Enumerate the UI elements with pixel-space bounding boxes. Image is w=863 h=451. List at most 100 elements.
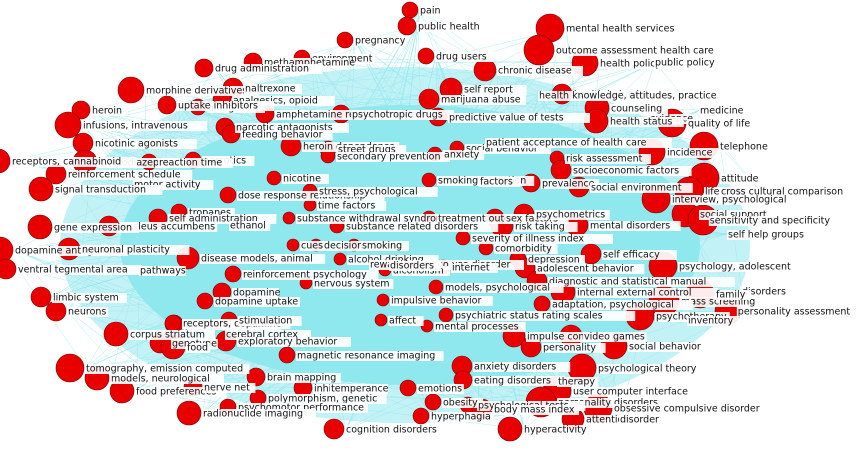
node-label-background [720,174,767,184]
node-label-group: chronic disease [497,66,583,77]
node-label: food [187,343,208,354]
node-label-background [654,58,729,68]
node-label-group: health status [609,117,684,128]
network-node [0,148,11,174]
node-label: feeding behavior [242,130,323,141]
node-label: limbic system [53,293,119,304]
network-node [219,186,237,204]
node-label-group: self administration [168,214,277,225]
node-label-group: nervous system [313,279,394,290]
node-label-background [67,307,109,317]
network-node [117,76,145,104]
node-label: substance related disorders [346,222,478,233]
node-label-background [214,64,323,74]
node-label-group: marijuana abuse [440,95,526,106]
node-label-background [602,250,677,260]
network-node [282,211,296,225]
node-label: nucleus accumbens [121,222,215,233]
network-node [376,293,390,307]
node-label-background [145,86,259,96]
node-label: hyperphagia [431,412,491,423]
node-label-group: self help groups [727,230,819,241]
node-label: severity of illness index [472,234,584,245]
node-label-background [494,244,558,254]
node-label-background [369,260,405,270]
node-label-background [565,154,651,164]
node-label-group: risk taking [514,222,578,233]
node-label: models, neurological [111,374,210,385]
network-node [417,47,435,65]
node-label: social behavior [629,342,701,353]
node-label-group: mental health services [565,24,691,35]
node-label: morphine derivatives [146,86,247,97]
node-label-group: impulsive behavior [390,296,493,307]
network-node [45,300,67,322]
node-label-group: affect [388,316,424,327]
node-label-background [345,425,454,435]
node-label-background [741,287,794,297]
node-label-background [687,119,773,129]
node-label-group: disorders [389,261,442,272]
network-node [397,16,417,36]
node-label-group: stimulation [238,316,302,327]
node-label: diagnostic and statistical manual [549,277,706,288]
network-node [27,214,53,240]
node-label-group: exploratory behavior [237,337,351,348]
node-label-background [330,384,388,394]
node-label-background [590,183,693,193]
network-node [0,258,17,280]
node-label-background [232,288,279,298]
node-label-group: secondary prevention [336,152,450,163]
node-label-background [389,261,442,271]
node-label-group: heroin [91,106,127,117]
node-label: reinforcement psychology [243,270,367,281]
node-label-background [708,216,862,226]
node-label: ethanol [230,221,266,232]
node-label-background [417,384,464,394]
node-label: user computer interface [573,387,688,398]
node-label: signal transduction [55,185,146,196]
node-label: treatment outcome [438,214,531,225]
network-node [333,252,347,266]
node-label-background [727,230,819,240]
node-label: pathways [140,266,186,277]
node-label-background [17,265,143,275]
network-node [157,95,177,115]
node-label-group: psychiatric status rating scales [454,311,636,322]
node-label: emotions [418,384,462,395]
node-label-group: psychometrics [535,210,610,221]
node-label-group: ventral tegmental area [17,265,143,276]
node-label-background [202,409,316,419]
node-label-background [300,241,325,251]
node-label-background [576,288,718,298]
node-label-background [188,208,235,218]
node-label-background [237,337,351,347]
node-label: stimulation [239,316,292,327]
node-label-group: polymorphism, genetic [267,394,387,405]
node-label-group: motor activity [133,180,214,191]
node-label: polymorphism, genetic [268,394,377,405]
node-label: drug administration [215,64,309,75]
node-label: narcotic antagonists [236,123,333,134]
node-label-background [139,266,186,276]
node-label: psychological theory [598,364,697,375]
network-node [438,307,454,323]
node-label: health policy [600,59,661,70]
node-label: motor activity [134,180,201,191]
node-label-background [435,52,493,62]
node-label-group: factors [479,177,521,188]
node-label-background [94,139,197,149]
node-label-background [555,46,725,56]
node-label: public health [418,22,480,33]
node-label-background [317,201,387,211]
node-label-group: eating disorders [473,376,565,387]
node-label: ventral tegmental area [18,265,128,276]
node-label-background [514,222,578,232]
node-label-background [720,187,862,197]
node-label: risk taking [515,222,565,233]
node-label-group: street drugs [337,145,407,156]
node-label-background [14,246,128,256]
node-label-background [678,262,804,272]
node-label: neurons [68,307,106,318]
node-label-group: tomography, emission computed [85,364,250,375]
